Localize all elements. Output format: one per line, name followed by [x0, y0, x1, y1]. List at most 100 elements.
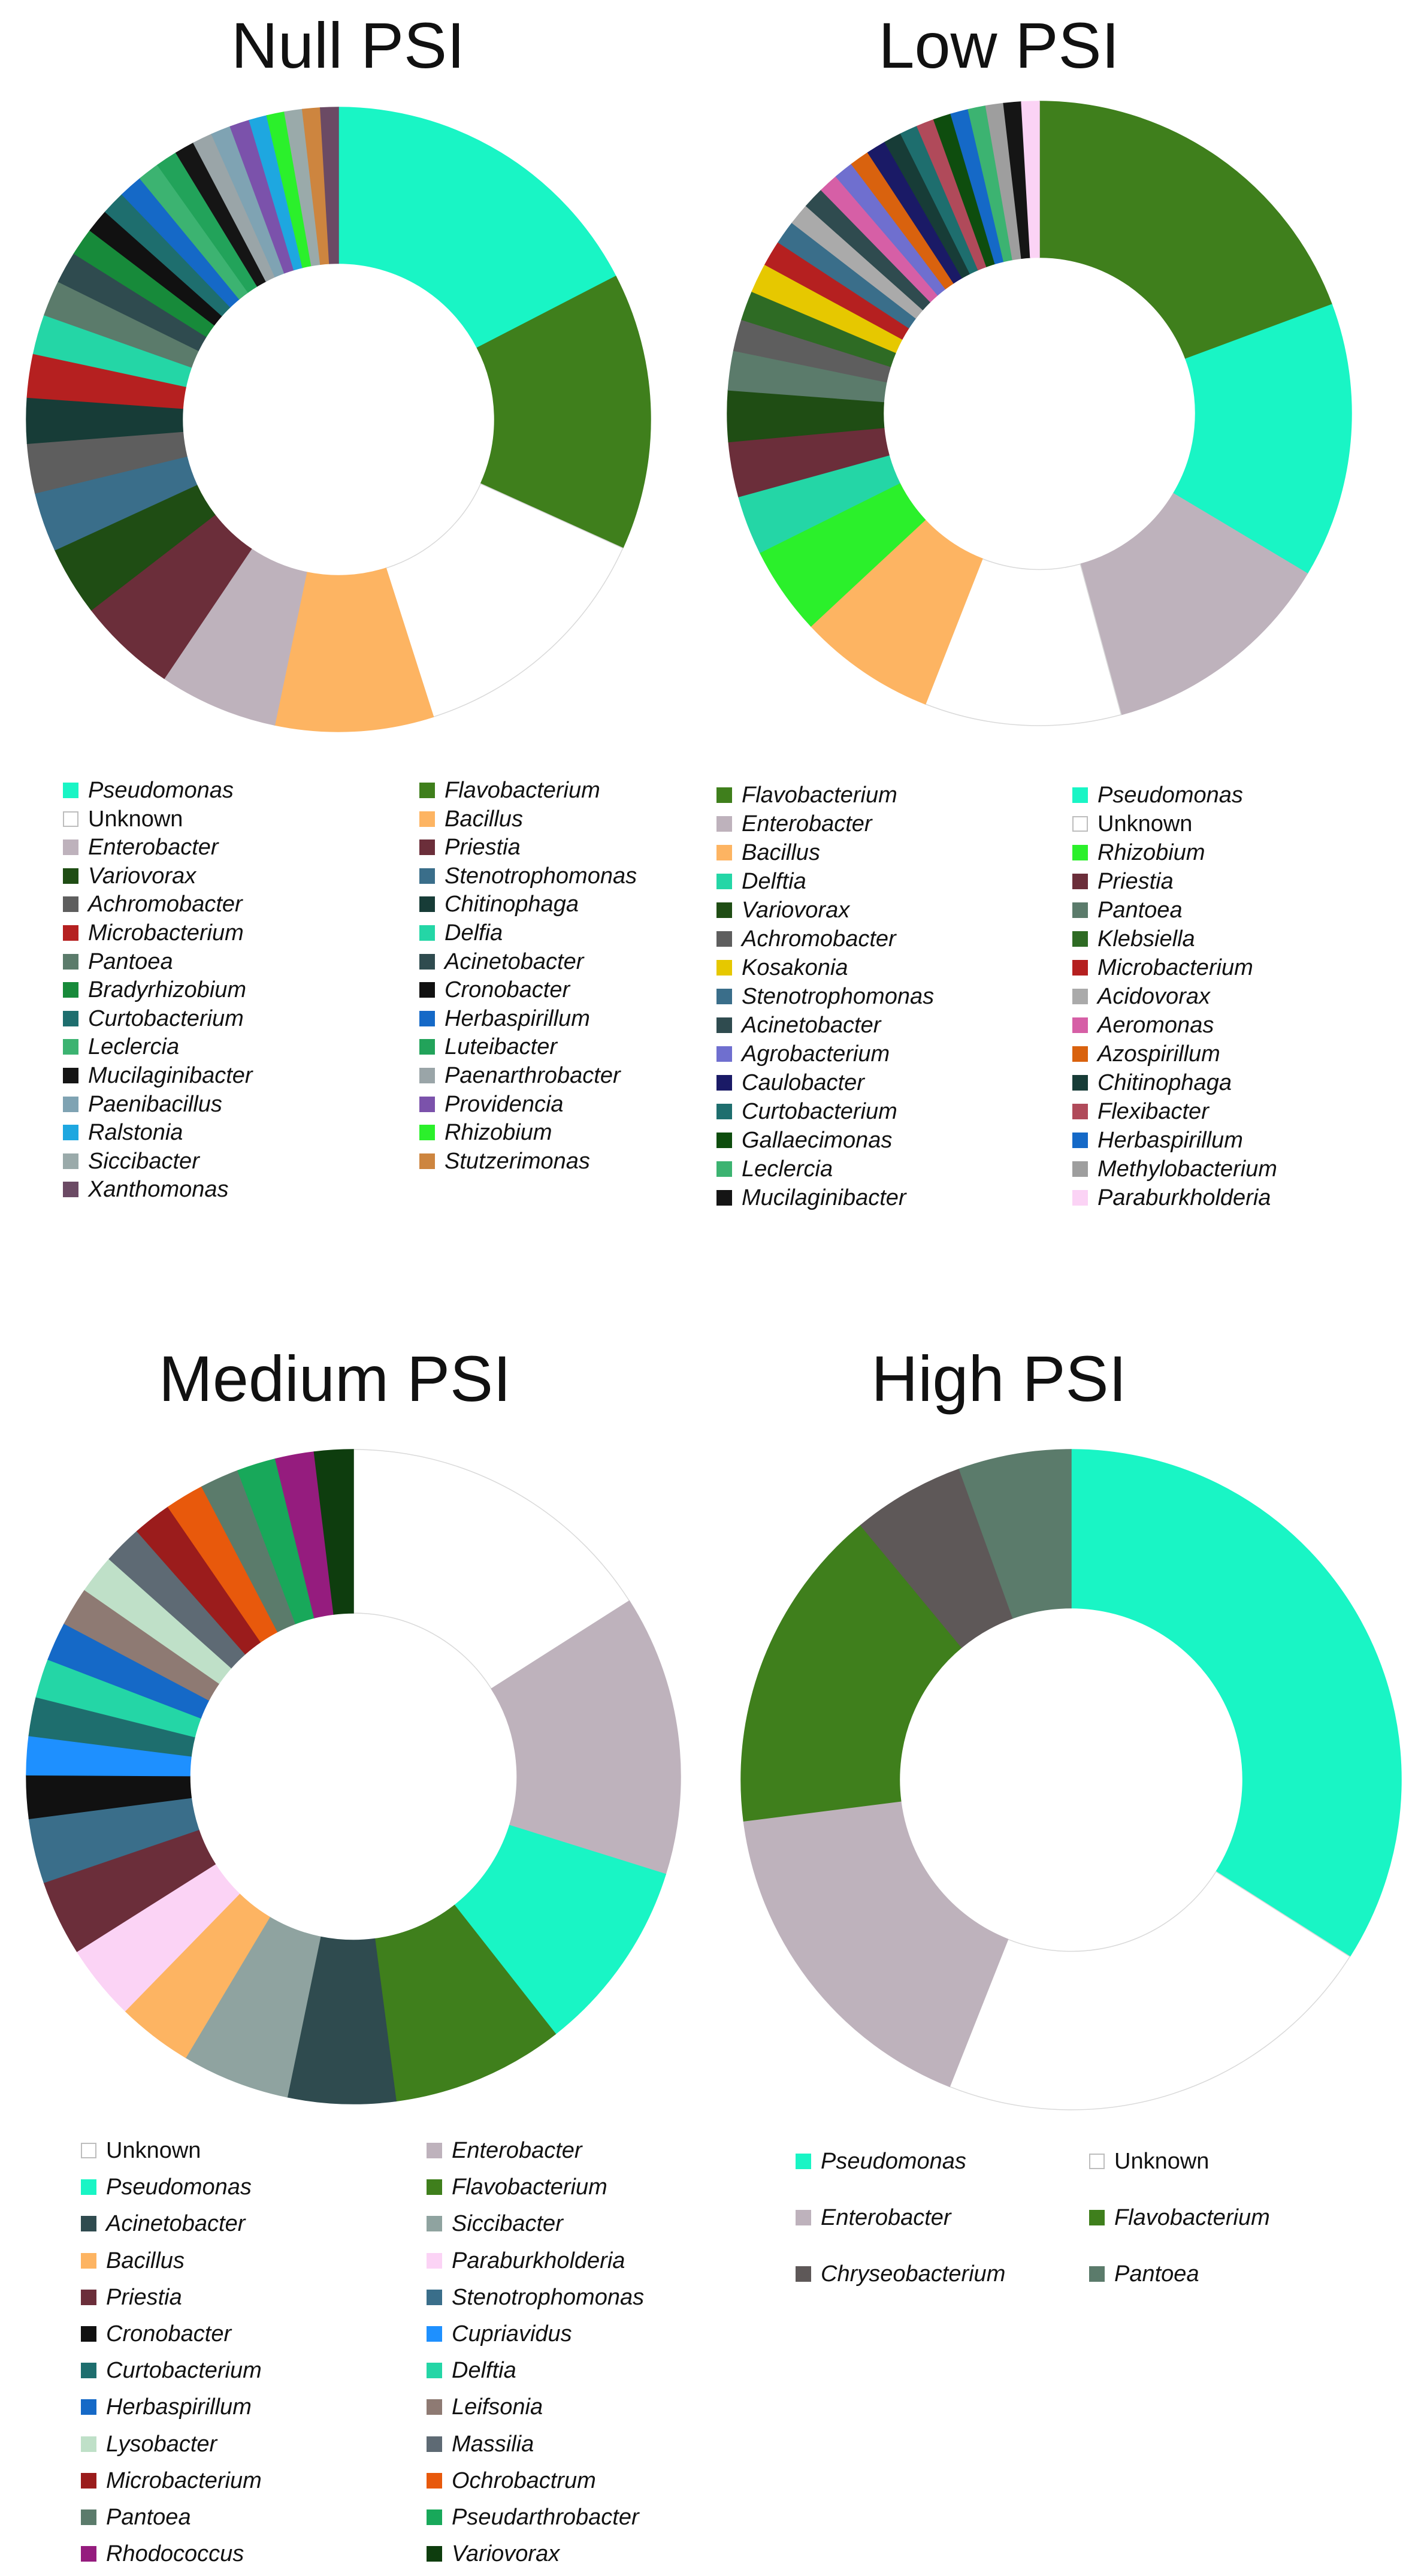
legend-swatch	[81, 2216, 96, 2232]
legend-item-siccibacter: Siccibacter	[63, 1150, 199, 1173]
slice-xanthomonas	[320, 107, 339, 264]
legend-item-cronobacter: Cronobacter	[419, 979, 570, 1001]
legend-item-luteibacter: Luteibacter	[419, 1035, 557, 1058]
chart-title: High PSI	[871, 1342, 1127, 1415]
legend-label: Priestia	[445, 835, 521, 860]
legend-label: Enterobacter	[742, 811, 872, 836]
legend-swatch	[1072, 787, 1088, 803]
legend-item-microbacterium: Microbacterium	[1072, 956, 1253, 979]
legend-label: Pantoea	[106, 2505, 191, 2530]
legend-swatch	[81, 2252, 96, 2269]
legend-label: Gallaecimonas	[742, 1128, 893, 1153]
legend-item-variovorax: Variovorax	[427, 2542, 560, 2565]
legend-label: Aeromonas	[1097, 1013, 1214, 1038]
legend-label: Azospirillum	[1097, 1041, 1220, 1067]
legend-label: Flavobacterium	[742, 783, 897, 808]
legend-swatch	[419, 839, 435, 856]
legend-label: Siccibacter	[88, 1148, 199, 1174]
legend-label: Mucilaginibacter	[88, 1063, 253, 1088]
legend-swatch	[419, 783, 435, 798]
legend-item-bacillus: Bacillus	[81, 2249, 185, 2272]
legend-swatch	[419, 896, 435, 913]
legend-label: Delftia	[742, 869, 806, 894]
legend-swatch	[716, 1046, 732, 1062]
legend-swatch	[419, 1010, 435, 1026]
legend-swatch	[796, 2154, 811, 2169]
legend-label: Enterobacter	[88, 835, 219, 860]
legend-item-mucilaginibacter: Mucilaginibacter	[63, 1064, 253, 1087]
legend-label: Pseudomonas	[821, 2149, 966, 2174]
legend-label: Delftia	[452, 2358, 516, 2384]
legend-item-unknown: Unknown	[1072, 813, 1192, 835]
slice-variovorax	[313, 1449, 354, 1615]
legend-item-stenotrophomonas: Stenotrophomonas	[419, 865, 637, 887]
slice-unknown	[924, 558, 1122, 726]
legend-item-achromobacter: Achromobacter	[716, 928, 896, 950]
slice-enterobacter	[1080, 493, 1308, 715]
legend-swatch	[63, 1010, 78, 1026]
legend-item-delfia: Delfia	[419, 922, 503, 944]
legend-swatch	[427, 2399, 442, 2415]
legend-item-rhizobium: Rhizobium	[1072, 841, 1205, 864]
legend-item-delftia: Delftia	[427, 2359, 516, 2382]
legend-label: Cronobacter	[445, 977, 570, 1003]
legend-item-enterobacter: Enterobacter	[716, 813, 872, 835]
legend-label: Herbaspirillum	[445, 1005, 590, 1031]
legend-label: Leclercia	[88, 1034, 180, 1060]
legend-swatch	[1072, 1017, 1088, 1033]
legend-item-priestia: Priestia	[419, 836, 521, 859]
legend-label: Pantoea	[88, 949, 173, 974]
legend-label: Enterobacter	[821, 2205, 951, 2230]
legend-swatch	[716, 1017, 732, 1033]
legend-swatch	[1072, 1133, 1088, 1148]
legend-swatch	[419, 1068, 435, 1083]
legend-swatch	[1072, 989, 1088, 1004]
legend-swatch	[1089, 2210, 1105, 2225]
legend-label: Acinetobacter	[106, 2211, 246, 2237]
legend-item-flavobacterium: Flavobacterium	[419, 779, 600, 802]
legend-swatch	[716, 787, 732, 803]
slice-flavobacterium	[1039, 101, 1333, 360]
legend-item-lysobacter: Lysobacter	[81, 2433, 217, 2456]
legend-item-gallaecimonas: Gallaecimonas	[716, 1129, 892, 1152]
legend-swatch	[1072, 1161, 1088, 1177]
legend-label: Xanthomonas	[88, 1177, 229, 1203]
legend-item-ralstonia: Ralstonia	[63, 1121, 183, 1144]
legend-swatch	[716, 902, 732, 918]
legend-label: Achromobacter	[88, 892, 243, 917]
legend-label: Leifsonia	[452, 2394, 543, 2420]
legend-item-ochrobactrum: Ochrobactrum	[427, 2469, 596, 2492]
legend-item-enterobacter: Enterobacter	[63, 836, 219, 859]
legend-label: Cupriavidus	[452, 2321, 572, 2347]
legend-swatch	[427, 2509, 442, 2525]
legend-label: Herbaspirillum	[1097, 1128, 1243, 1153]
legend-swatch	[419, 1153, 435, 1169]
legend-item-bradyrhizobium: Bradyrhizobium	[63, 979, 246, 1001]
legend-item-curtobacterium: Curtobacterium	[63, 1007, 244, 1030]
legend-label: Variovorax	[88, 863, 196, 889]
slice-pantoea	[959, 1449, 1072, 1619]
legend-item-delftia: Delftia	[716, 870, 806, 893]
legend-label: Flexibacter	[1097, 1099, 1209, 1124]
legend-swatch	[716, 989, 732, 1004]
legend-swatch	[63, 982, 78, 998]
legend-label: Paraburkholderia	[1097, 1185, 1271, 1210]
legend-swatch	[63, 1039, 78, 1055]
legend-label: Unknown	[1114, 2149, 1210, 2174]
legend-item-flavobacterium: Flavobacterium	[716, 784, 897, 807]
legend-swatch	[63, 1068, 78, 1083]
legend-item-paenarthrobacter: Paenarthrobacter	[419, 1064, 621, 1087]
legend-item-bacillus: Bacillus	[716, 841, 820, 864]
legend-label: Paraburkholderia	[452, 2248, 625, 2273]
chart-panel-high-psi: High PSI Pseudomonas Enterobacter Chryseob…	[706, 1288, 1412, 2576]
legend-item-flexibacter: Flexibacter	[1072, 1100, 1209, 1123]
legend-swatch	[1072, 845, 1088, 860]
legend-label: Chryseobacterium	[821, 2261, 1006, 2287]
legend-item-agrobacterium: Agrobacterium	[716, 1043, 890, 1065]
slice-unknown	[949, 1871, 1351, 2110]
legend-item-flavobacterium: Flavobacterium	[1089, 2206, 1270, 2229]
legend-label: Enterobacter	[452, 2138, 582, 2163]
legend-item-stutzerimonas: Stutzerimonas	[419, 1150, 590, 1173]
legend-swatch	[419, 1039, 435, 1055]
legend-label: Rhizobium	[445, 1120, 552, 1146]
